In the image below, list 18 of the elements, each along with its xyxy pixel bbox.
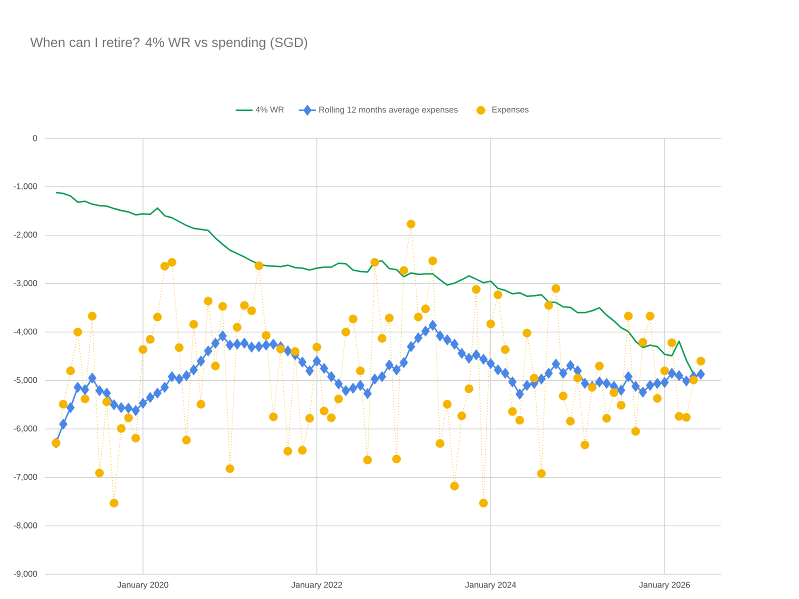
y-tick-label: -5,000 (14, 377, 38, 384)
y-tick-label: -9,000 (14, 570, 38, 578)
y-tick-label: -7,000 (14, 474, 38, 481)
chart-title: When can I retire? 4% WR vs spending (SGD) (30, 37, 308, 50)
legend-label: 4% WR (256, 106, 284, 113)
x-tick-label: January 2020 (117, 582, 168, 590)
x-tick-label: January 2024 (465, 582, 516, 590)
y-tick-label: -1,000 (14, 183, 38, 190)
x-tick-label: January 2022 (291, 582, 342, 590)
legend-label: Expenses (492, 106, 529, 114)
y-tick-label: -2,000 (14, 232, 38, 239)
x-tick-label: January 2026 (639, 582, 690, 590)
y-tick-label: -8,000 (14, 522, 38, 530)
y-tick-label: -6,000 (14, 425, 38, 432)
y-tick-label: -3,000 (14, 280, 38, 288)
y-tick-label: -4,000 (14, 328, 38, 336)
y-tick-label: 0 (33, 135, 38, 142)
legend-label: Rolling 12 months average expenses (319, 106, 458, 114)
